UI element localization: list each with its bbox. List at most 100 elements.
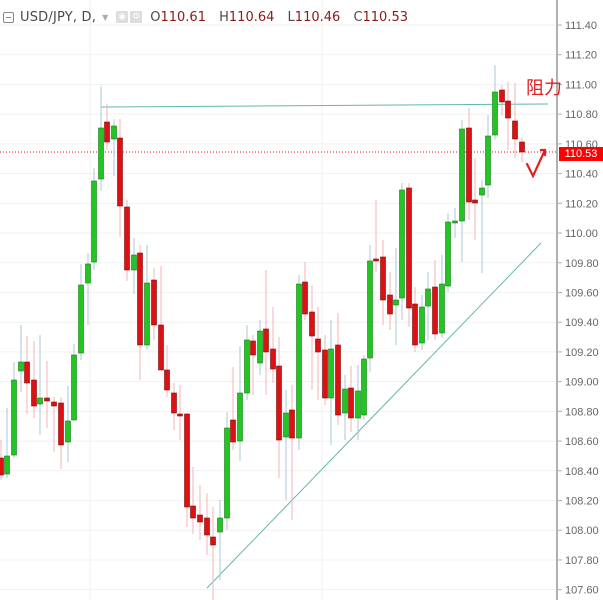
candle-body[interactable] — [111, 125, 117, 140]
candle-body[interactable] — [466, 127, 472, 203]
candle-body[interactable] — [412, 303, 418, 346]
candle-body[interactable] — [104, 121, 110, 143]
candle-body[interactable] — [399, 189, 405, 299]
candle-body[interactable] — [171, 392, 177, 414]
candle-body[interactable] — [302, 281, 308, 315]
candle-body[interactable] — [204, 517, 210, 536]
candle-body[interactable] — [309, 311, 315, 337]
candle-body[interactable] — [367, 260, 373, 359]
candle-body[interactable] — [257, 330, 263, 364]
candle-body[interactable] — [406, 187, 412, 309]
candle-body[interactable] — [244, 339, 250, 394]
candle-body[interactable] — [387, 294, 393, 315]
symbol-label[interactable]: USD/JPY, D, — [20, 9, 97, 25]
candle-body[interactable] — [51, 401, 57, 407]
candle-body[interactable] — [58, 402, 64, 446]
candle-body[interactable] — [342, 388, 348, 414]
candle-body[interactable] — [117, 137, 123, 207]
axis-tick-label: 108.80 — [565, 406, 599, 418]
candle-body[interactable] — [197, 514, 203, 523]
candle-body[interactable] — [98, 127, 104, 180]
candle-body[interactable] — [18, 361, 24, 372]
candle-body[interactable] — [237, 392, 243, 442]
candle-body[interactable] — [85, 263, 91, 284]
candle-body[interactable] — [492, 91, 498, 136]
axis-tick-label: 111.20 — [565, 50, 597, 62]
axis-tick-label: 108.00 — [565, 525, 599, 537]
candle-body[interactable] — [31, 379, 37, 407]
axis-tick-label: 111.00 — [565, 79, 597, 91]
candle-body[interactable] — [452, 220, 458, 224]
candle-body[interactable] — [432, 286, 438, 335]
candle-body[interactable] — [164, 369, 170, 391]
candle-body[interactable] — [459, 128, 465, 222]
resistance-line[interactable] — [100, 103, 549, 108]
candle-body[interactable] — [348, 387, 354, 419]
check-mark-icon — [525, 148, 547, 179]
candle-body[interactable] — [355, 390, 361, 419]
candle-body[interactable] — [380, 256, 386, 301]
candle-body[interactable] — [131, 254, 137, 271]
candle-body[interactable] — [184, 413, 190, 508]
candle-body[interactable] — [439, 283, 445, 334]
candle-body[interactable] — [177, 413, 183, 417]
candle-body[interactable] — [0, 457, 4, 476]
candle-body[interactable] — [419, 306, 425, 344]
candle-body[interactable] — [91, 180, 97, 263]
close-value: 110.53 — [362, 9, 409, 25]
candle-body[interactable] — [505, 100, 511, 119]
candle-body[interactable] — [250, 340, 256, 356]
candle-body[interactable] — [44, 397, 50, 402]
candle-body[interactable] — [393, 299, 399, 306]
candle-body[interactable] — [78, 284, 84, 354]
candle-body[interactable] — [4, 455, 10, 475]
chevron-down-icon[interactable]: ▼ — [102, 12, 109, 22]
candle-body[interactable] — [485, 135, 491, 186]
candle-body[interactable] — [289, 409, 295, 439]
candle-body[interactable] — [230, 419, 236, 443]
candle-body[interactable] — [137, 252, 143, 346]
candle-body[interactable] — [190, 505, 196, 519]
candle-body[interactable] — [283, 412, 289, 438]
candle-body[interactable] — [124, 206, 130, 271]
candle-body[interactable] — [210, 536, 216, 546]
ascending-trendline[interactable] — [206, 242, 542, 589]
axis-tick-label: 109.00 — [565, 377, 599, 389]
low-value: 110.46 — [294, 9, 341, 25]
candle-body[interactable] — [361, 358, 367, 416]
resistance-annotation: 阻力 — [526, 78, 562, 99]
eye-icon[interactable]: ◉ — [116, 11, 129, 23]
candle-body[interactable] — [144, 282, 150, 346]
candle-body[interactable] — [519, 141, 525, 153]
gear-icon[interactable]: ⚙ — [130, 11, 143, 23]
candle-body[interactable] — [425, 288, 431, 307]
candle-body[interactable] — [445, 221, 451, 287]
candle-body[interactable] — [499, 89, 505, 103]
low-key: L — [287, 9, 295, 25]
candle-body[interactable] — [37, 397, 43, 405]
candle-body[interactable] — [335, 344, 341, 416]
candle-body[interactable] — [322, 349, 328, 399]
candle-body[interactable] — [512, 120, 518, 140]
candle-body[interactable] — [270, 348, 276, 370]
collapse-icon[interactable] — [3, 11, 14, 23]
candle-body[interactable] — [472, 199, 478, 204]
candle-body[interactable] — [328, 348, 334, 399]
candle-body[interactable] — [158, 324, 164, 371]
candle-body[interactable] — [315, 338, 321, 353]
candle-body[interactable] — [24, 361, 30, 384]
candle-body[interactable] — [11, 379, 17, 456]
axis-tick-label: 110.40 — [565, 169, 598, 181]
candle-body[interactable] — [224, 427, 230, 519]
candle-body[interactable] — [479, 187, 485, 196]
candle-body[interactable] — [263, 328, 269, 353]
candle-body[interactable] — [373, 258, 379, 262]
candle-body[interactable] — [71, 354, 77, 421]
candle-body[interactable] — [296, 283, 302, 439]
candle-body[interactable] — [217, 517, 223, 533]
candle-body[interactable] — [151, 279, 157, 326]
candle-body[interactable] — [65, 420, 71, 443]
candle-body[interactable] — [276, 365, 282, 441]
